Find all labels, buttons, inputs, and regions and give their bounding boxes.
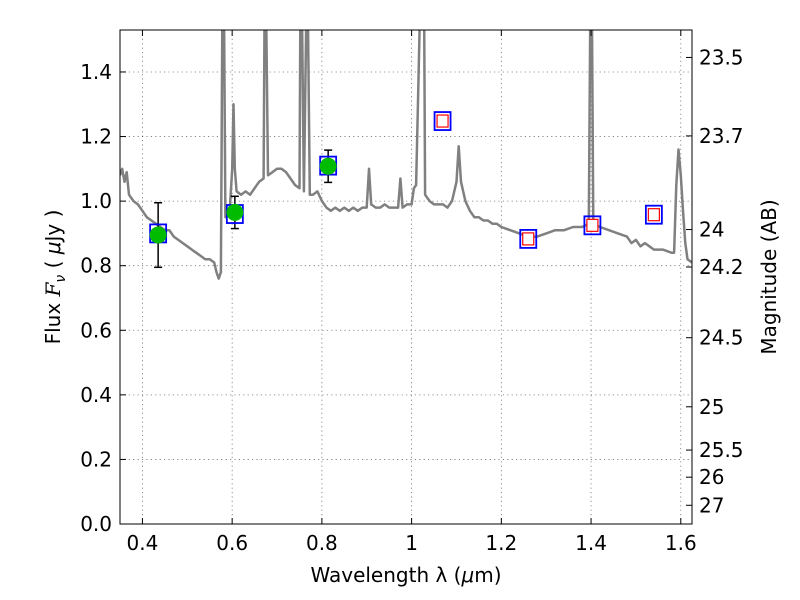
x-tick-label: 1 bbox=[405, 531, 418, 555]
observed-photometry-point bbox=[319, 157, 337, 175]
y-tick-label: 0.2 bbox=[80, 447, 112, 471]
y-axis-label: Flux Fν ( μJy ) bbox=[41, 210, 69, 345]
marker-layer bbox=[149, 111, 663, 269]
y-tick-label: 1.2 bbox=[80, 125, 112, 149]
y-tick-label: 0.0 bbox=[80, 512, 112, 536]
ticks-layer: 0.4 0.6 0.8 1 1.2 1.4 1.6 0.0 0.2 0.4 0.6 0.8 1.0 1.2… bbox=[80, 30, 744, 555]
observed-photometry-point bbox=[149, 226, 167, 244]
secondary-y-axis-label: Magnitude (AB) bbox=[757, 199, 781, 354]
y2-tick-label: 27 bbox=[699, 493, 724, 517]
predicted-photometry-square bbox=[586, 218, 599, 232]
y2-tick-label: 23.5 bbox=[699, 45, 744, 69]
y2-tick-label: 25.5 bbox=[699, 438, 744, 462]
observed-photometry-point bbox=[226, 203, 244, 221]
predicted-photometry-square bbox=[647, 208, 660, 222]
grid-layer bbox=[120, 30, 692, 525]
x-tick-label: 0.6 bbox=[216, 531, 248, 555]
series-layer bbox=[120, 30, 692, 280]
predicted-photometry-square bbox=[436, 114, 449, 128]
y2-tick-label: 26 bbox=[699, 465, 724, 489]
predicted-photometry-square bbox=[522, 232, 535, 246]
plot-frame bbox=[119, 29, 693, 525]
x-tick-label: 0.4 bbox=[127, 531, 159, 555]
y-tick-label: 1.0 bbox=[80, 189, 112, 213]
y-tick-label: 0.8 bbox=[80, 254, 112, 278]
y2-tick-label: 23.7 bbox=[699, 124, 744, 148]
y-tick-label: 0.6 bbox=[80, 318, 112, 342]
model-sed-line bbox=[120, 30, 692, 280]
y2-tick-label: 24.2 bbox=[699, 255, 744, 279]
x-tick-label: 1.6 bbox=[665, 531, 697, 555]
y2-tick-label: 24.5 bbox=[699, 326, 744, 350]
x-axis-label: Wavelength λ (μm) bbox=[310, 563, 501, 587]
y-tick-label: 0.4 bbox=[80, 383, 112, 407]
x-tick-label: 1.2 bbox=[485, 531, 517, 555]
y2-tick-label: 25 bbox=[699, 395, 724, 419]
x-tick-label: 0.8 bbox=[306, 531, 338, 555]
x-tick-label: 1.4 bbox=[575, 531, 607, 555]
model-photometry-square bbox=[583, 215, 602, 236]
y-tick-label: 1.4 bbox=[80, 60, 112, 84]
model-photometry-square bbox=[644, 204, 663, 225]
model-photometry-square bbox=[433, 111, 452, 131]
model-photometry-square bbox=[519, 229, 538, 249]
y2-tick-label: 24 bbox=[699, 218, 724, 242]
